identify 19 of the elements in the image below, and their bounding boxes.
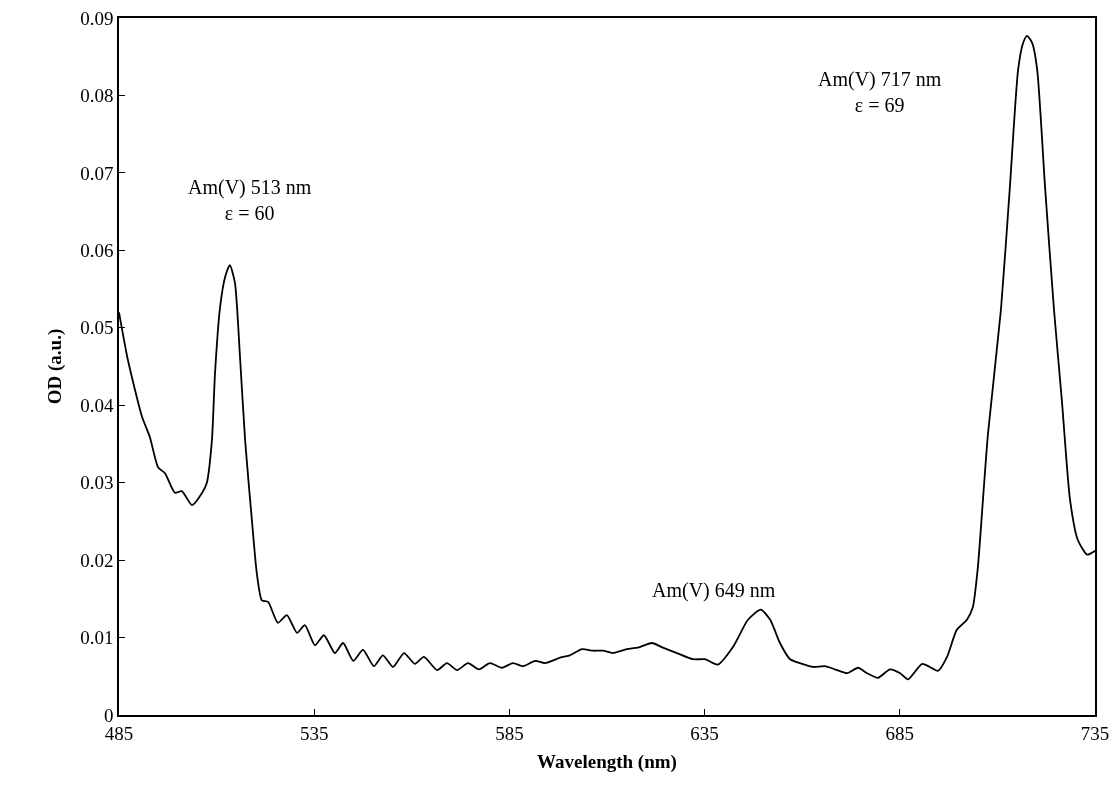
y-tick-label: 0.06	[80, 239, 114, 261]
y-tick-label: 0.09	[80, 7, 114, 29]
y-tick-label: 0.08	[80, 85, 114, 107]
x-tick-label: 635	[690, 722, 719, 744]
annotation: Am(V) 513 nm ε = 60	[188, 176, 312, 224]
annotation: Am(V) 649 nm	[652, 579, 776, 602]
x-tick-label: 585	[495, 722, 524, 744]
x-axis-title: Wavelength (nm)	[537, 750, 677, 773]
y-tick-label: 0.02	[80, 549, 114, 571]
x-tick-label: 735	[1080, 722, 1110, 744]
annotation: Am(V) 717 nm ε = 69	[818, 68, 942, 116]
y-tick-label: 0.01	[80, 627, 114, 649]
x-tick-label: 685	[885, 722, 915, 744]
y-tick-label: 0.03	[80, 472, 114, 494]
y-tick-label: 0.07	[80, 162, 114, 184]
y-axis-title: OD (a.u.)	[43, 328, 66, 405]
y-tick-label: 0.04	[80, 394, 114, 416]
y-tick-label: 0.05	[80, 317, 114, 339]
x-tick-label: 535	[299, 722, 329, 744]
